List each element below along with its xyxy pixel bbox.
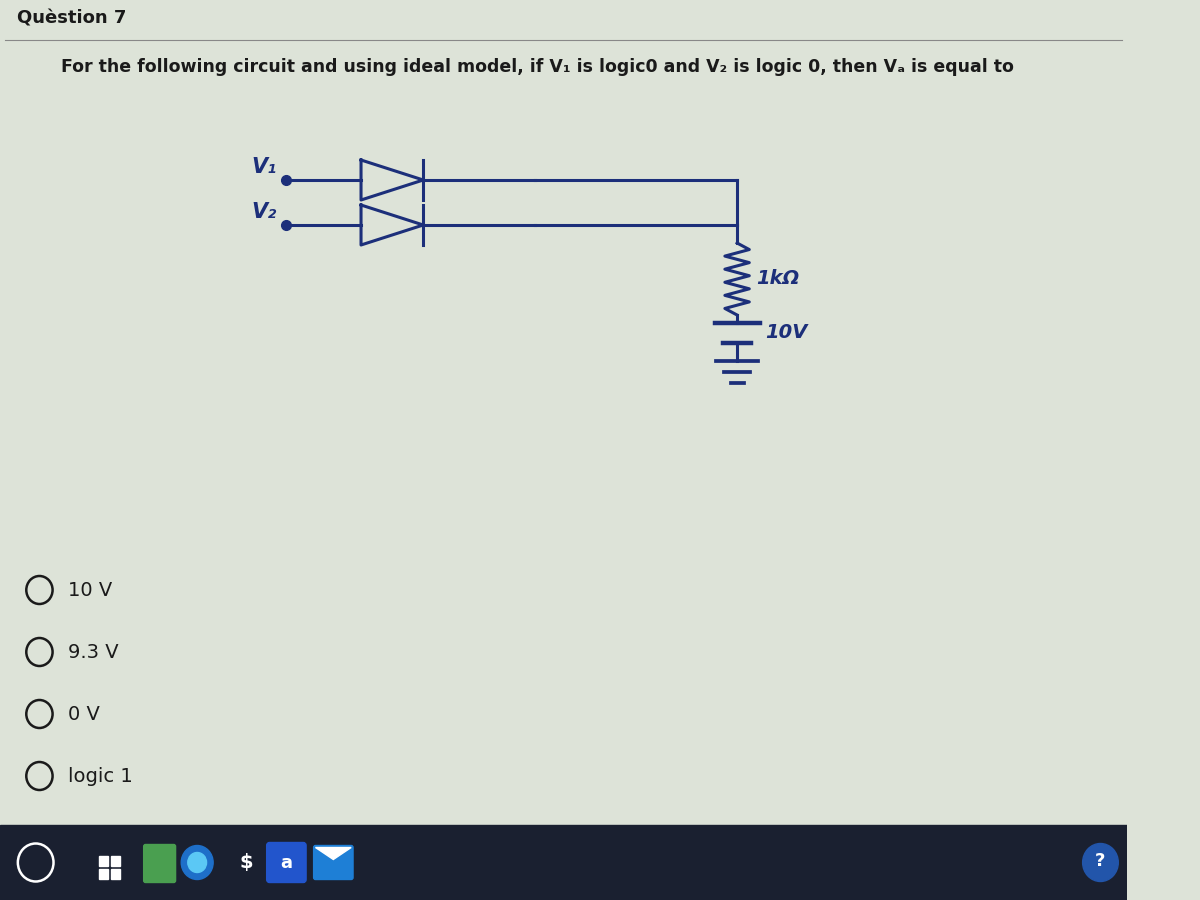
Circle shape (187, 852, 206, 872)
Text: V₂: V₂ (252, 202, 277, 222)
Text: logic 1: logic 1 (67, 767, 132, 786)
Text: 0 V: 0 V (67, 705, 100, 724)
Text: ?: ? (1096, 852, 1105, 870)
Bar (0, 825, 1127, 900)
Text: 9.3 V: 9.3 V (67, 643, 119, 662)
FancyBboxPatch shape (144, 844, 175, 883)
Text: For the following circuit and using ideal model, if V₁ is logic0 and V₂ is logic: For the following circuit and using idea… (61, 58, 1014, 76)
Text: 1kΩ: 1kΩ (756, 269, 799, 289)
Text: $: $ (239, 853, 253, 872)
Bar (110, 856, 120, 866)
Text: a: a (281, 853, 293, 871)
Bar (110, 868, 120, 878)
Circle shape (1082, 843, 1118, 881)
FancyBboxPatch shape (266, 842, 306, 883)
Bar (98, 868, 108, 878)
Text: Quèstion 7: Quèstion 7 (17, 9, 126, 27)
FancyBboxPatch shape (313, 845, 353, 879)
Text: 10 V: 10 V (67, 580, 112, 599)
Text: V₁: V₁ (252, 157, 277, 177)
Circle shape (181, 845, 214, 879)
Polygon shape (316, 848, 352, 860)
Bar (0, 0, 1127, 40)
Bar (98, 856, 108, 866)
Text: 10V: 10V (766, 323, 808, 343)
